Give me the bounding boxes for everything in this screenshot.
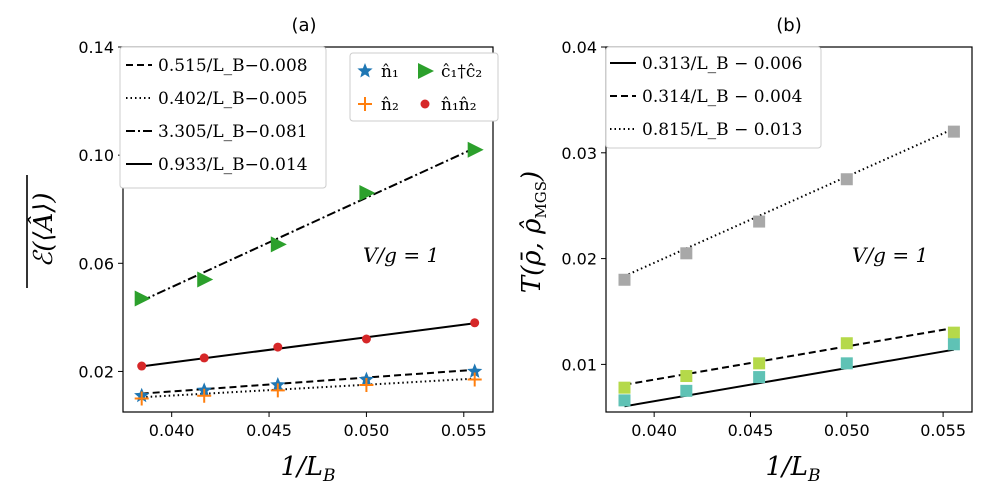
a-legend-label-2: 3.305/L_B−0.081 [158,122,308,142]
b-series-0-point-2 [753,215,766,228]
panel-b-y-ticks: 0.01 0.02 0.03 0.04 [561,38,606,374]
b-legend-label-1: 0.314/L_B − 0.004 [642,87,802,107]
a-y-tick-label-3: 0.14 [78,38,114,57]
b-series-0-point-3 [840,173,853,186]
b-series-2-point-0 [618,394,631,407]
b-series-1-point-0 [618,381,631,394]
a-series-0-point-4 [467,363,483,378]
a-series-2-point-2 [270,236,287,253]
b-fit-line-1 [624,326,955,386]
a-legend-marker-2 [418,63,434,79]
a-series-1-point-4 [467,372,482,387]
a-x-tick-label-0: 0.040 [149,421,195,440]
a-series-3-point-1 [199,353,209,363]
a-series-2-point-4 [467,141,484,158]
a-legend-marker-label-3: n̂₁n̂₂ [441,95,477,115]
panel-a-fit-legend: 0.515/L_B−0.008 0.402/L_B−0.005 3.305/L_B−… [119,46,327,189]
panel-a-annotation: V/g = 1 [363,243,439,267]
a-fit-line-0 [141,368,475,395]
a-legend-marker-1 [358,97,372,111]
panel-a-data-points [134,141,484,406]
b-series-1-point-1 [680,370,693,383]
a-legend-label-3: 0.933/L_B−0.014 [158,155,308,175]
panel-b-xlabel: 1/LB [765,452,820,486]
panel-b-title: (b) [776,15,801,36]
panel-a-marker-legend: n̂₁n̂₂ĉ₁†ĉ₂n̂₁n̂₂ [349,52,499,122]
b-y-tick-label-3: 0.04 [561,38,597,57]
a-x-tick-label-3: 0.055 [441,421,487,440]
b-y-tick-label-1: 0.02 [561,250,597,269]
b-series-0-point-4 [947,125,960,138]
b-x-tick-label-3: 0.055 [920,421,966,440]
a-legend-label-0: 0.515/L_B−0.008 [158,56,308,76]
a-y-tick-label-1: 0.06 [78,254,114,273]
a-series-1-point-2 [270,383,285,398]
a-legend-label-1: 0.402/L_B−0.005 [158,89,308,109]
b-legend-label-2: 0.815/L_B − 0.013 [642,120,802,140]
panel-b: (b) 0.040 0.045 0.050 0.055 0.010.020.030.0… [517,15,973,486]
panel-b-ylabel: T(ρ̄, ρ̂MGS) [517,171,550,293]
b-series-2-point-4 [947,338,960,351]
b-x-tick-label-2: 0.050 [824,421,870,440]
svg-text:T(ρ̄, ρ̂MGS): T(ρ̄, ρ̂MGS) [517,171,550,293]
a-series-1-point-0 [134,391,149,406]
a-series-2-point-0 [134,290,151,307]
a-series-2-point-1 [197,271,214,288]
panel-b-x-ticks: 0.040 0.045 0.050 0.055 [631,412,966,440]
a-x-tick-label-2: 0.050 [344,421,390,440]
b-x-tick-label-0: 0.040 [631,421,677,440]
panel-a-x-ticks: 0.040 0.045 0.050 0.055 [149,412,487,440]
b-legend-label-0: 0.313/L_B − 0.006 [642,54,802,74]
b-series-2-point-2 [753,371,766,384]
a-series-2-point-3 [359,185,376,201]
b-y-tick-label-2: 0.03 [561,144,597,163]
a-legend-marker-label-1: n̂₂ [381,95,399,115]
panel-a-ylabel: ℰ(⟨Â⟩) [26,175,59,288]
a-series-3-point-0 [137,361,147,371]
a-y-tick-label-0: 0.02 [78,362,114,381]
b-fit-line-2 [624,127,955,278]
a-legend-marker-0 [357,63,373,78]
b-series-1-point-2 [753,357,766,370]
panel-a-title: (a) [291,15,316,36]
a-x-tick-label-1: 0.045 [246,421,292,440]
panel-a-y-ticks: 0.02 0.06 0.10 0.14 [78,38,123,381]
b-series-1-point-3 [840,337,853,350]
a-legend-marker-label-0: n̂₁ [381,62,399,82]
a-fit-line-1 [141,377,475,399]
a-series-3-point-4 [470,318,480,328]
b-series-0-point-0 [618,273,631,286]
b-series-0-point-1 [680,247,693,260]
b-series-2-point-1 [680,384,693,397]
a-fit-line-2 [141,147,476,302]
panel-a-xlabel: 1/LB [280,452,335,486]
a-series-1-point-3 [359,377,374,392]
panel-b-fit-lines [624,127,955,408]
panel-b-fit-legend: 0.313/L_B − 0.006 0.314/L_B − 0.004 0.815/… [605,46,822,149]
a-y-tick-label-2: 0.10 [78,146,114,165]
a-legend-marker-3 [420,99,430,109]
a-fit-line-3 [141,322,475,368]
b-series-2-point-3 [840,357,853,370]
a-series-1-point-1 [197,388,212,403]
panel-a-fit-lines [141,147,476,399]
b-y-tick-label-0: 0.01 [561,355,597,374]
a-series-3-point-2 [273,342,283,352]
panel-b-data-points [618,125,960,407]
a-legend-marker-label-2: ĉ₁†ĉ₂ [441,62,482,82]
b-series-1-point-4 [947,326,960,339]
svg-text:ℰ(⟨Â⟩): ℰ(⟨Â⟩) [27,192,59,267]
b-fit-line-0 [624,348,955,408]
b-x-tick-label-1: 0.045 [728,421,774,440]
a-series-3-point-3 [361,334,371,344]
panel-a: (a) 0.040 0.045 0.050 0.055 0.02 0.06 0.10 0.1… [26,15,499,486]
panel-b-annotation: V/g = 1 [852,243,928,267]
